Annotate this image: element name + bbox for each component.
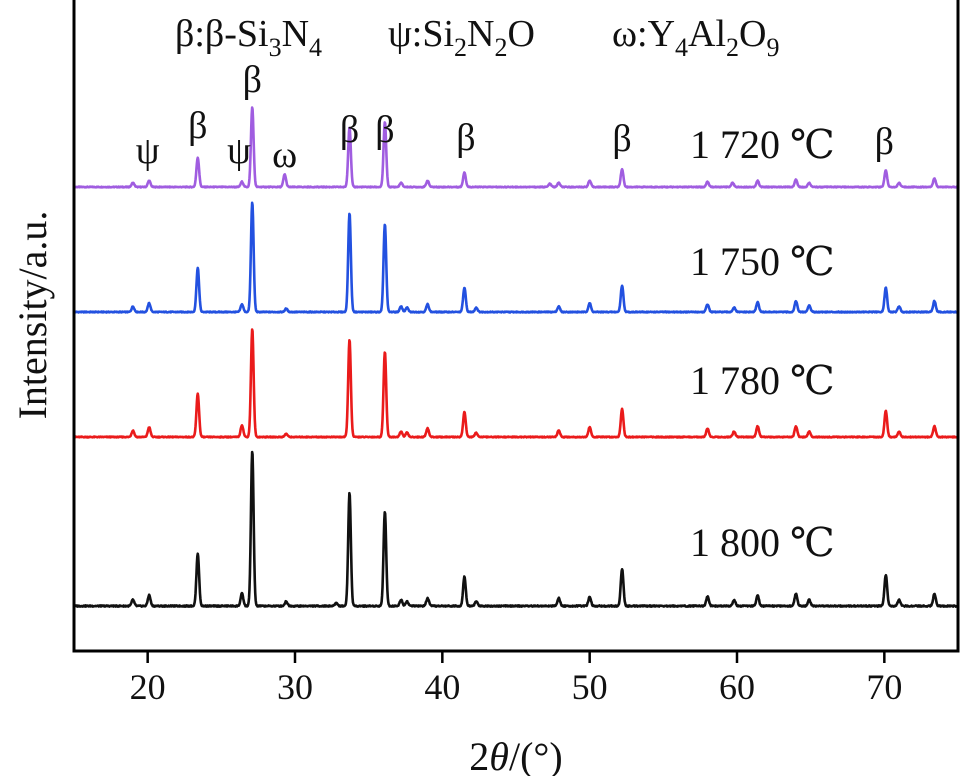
legend-entry: ψ:Si2N2O: [388, 13, 535, 62]
legend: β:β-Si3N4 ψ:Si2N2O ω:Y4Al2O9: [175, 13, 779, 62]
series-line: [72, 106, 959, 189]
axes-frame: [72, 0, 960, 653]
series-2: 1 750 ℃: [73, 201, 960, 314]
peak-label: ψ: [227, 130, 251, 172]
series-label: 1 720 ℃: [690, 122, 835, 167]
series-line: [73, 450, 959, 608]
series-line: [73, 201, 960, 314]
x-axis-label: 2θ/(°): [469, 734, 562, 776]
x-tick-label: 20: [130, 667, 166, 707]
legend-entry: β:β-Si3N4: [175, 13, 322, 62]
peak-label: β: [188, 105, 207, 147]
peak-label: β: [612, 118, 631, 160]
series-label: 1 750 ℃: [690, 239, 835, 284]
series-4: 1 800 ℃: [73, 450, 959, 608]
x-tick-label: 70: [866, 667, 902, 707]
peak-label: β: [340, 109, 359, 151]
peak-label: ω: [272, 134, 297, 176]
series-label: 1 780 ℃: [690, 358, 835, 403]
x-tick-label: 40: [424, 667, 460, 707]
x-tick-label: 50: [572, 667, 608, 707]
x-tick-label: 60: [719, 667, 755, 707]
peak-label: β: [456, 117, 475, 159]
series-3: 1 780 ℃: [73, 328, 959, 439]
series-1: 1 720 ℃: [72, 106, 959, 189]
series-line: [73, 328, 959, 439]
y-axis-label: Intensity/a.u.: [10, 211, 55, 420]
x-tick-label: 30: [277, 667, 313, 707]
legend-entry: ω:Y4Al2O9: [612, 13, 779, 62]
axes: 20 30 40 50 60 70 2θ/(°) Intensity/a.u.: [10, 0, 960, 776]
series-label: 1 800 ℃: [690, 520, 835, 565]
peak-label: ψ: [136, 130, 160, 172]
peak-label: β: [243, 59, 262, 101]
peak-label: β: [375, 109, 394, 151]
peak-label: β: [875, 121, 894, 163]
